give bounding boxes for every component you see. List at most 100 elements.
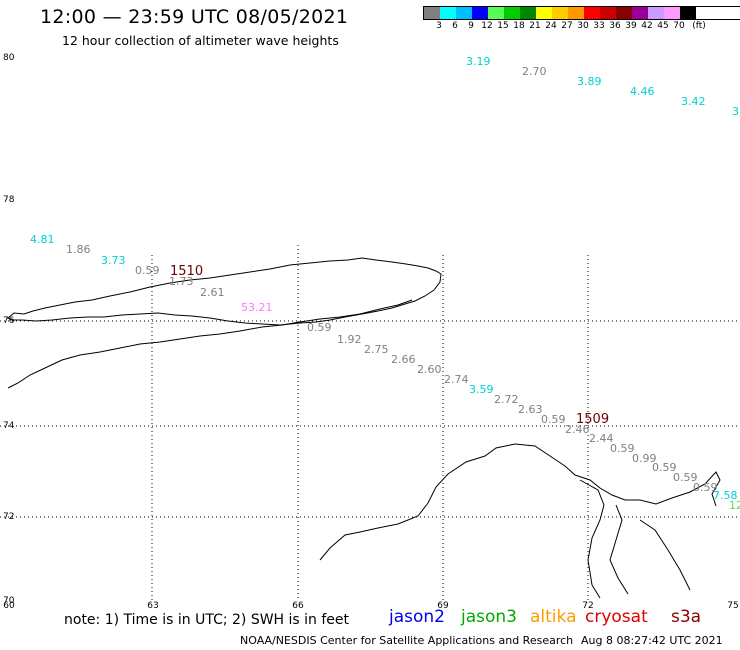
wave-height-value: 3.19 bbox=[466, 55, 491, 68]
wave-height-observations: 3.19 2.70 3.89 4.46 3.42 3 4.81 1.86 3.73 0.59 1.7… bbox=[30, 55, 740, 512]
legend-swatch bbox=[632, 7, 648, 19]
wave-height-value: 2.61 bbox=[200, 286, 225, 299]
wave-height-value: 0.59 bbox=[693, 481, 718, 494]
legend-swatches bbox=[423, 6, 740, 20]
satellite-altika: altika bbox=[530, 607, 577, 627]
wave-height-value: 2.66 bbox=[391, 353, 416, 366]
legend-label: 42 bbox=[641, 21, 653, 31]
latitude-label: 70 bbox=[3, 596, 15, 606]
wave-height-value: 0.59 bbox=[135, 264, 160, 277]
legend-swatch bbox=[440, 7, 456, 19]
wave-height-value: 2.72 bbox=[494, 393, 519, 406]
coastline-east-shore bbox=[609, 504, 629, 595]
legend-label: 6 bbox=[452, 21, 458, 31]
wave-height-value: 0.59 bbox=[307, 321, 332, 334]
coastline-peninsula bbox=[579, 479, 605, 599]
footer-timestamp: Aug 8 08:27:42 UTC 2021 bbox=[581, 634, 723, 647]
wave-height-value: 0.59 bbox=[673, 471, 698, 484]
legend-label: 24 bbox=[545, 21, 557, 31]
wave-height-value: 0.59 bbox=[610, 442, 635, 455]
legend-label: (ft) bbox=[692, 21, 706, 31]
wave-height-value: 2.63 bbox=[518, 403, 543, 416]
wave-height-value: 12 bbox=[729, 499, 740, 512]
legend-swatch bbox=[536, 7, 552, 19]
legend-swatch bbox=[424, 7, 440, 19]
map-subtitle: 12 hour collection of altimeter wave hei… bbox=[62, 33, 339, 48]
legend-swatch bbox=[616, 7, 632, 19]
legend-swatch bbox=[552, 7, 568, 19]
legend-label: 70 bbox=[673, 21, 685, 31]
legend-swatch bbox=[648, 7, 664, 19]
legend-swatch bbox=[504, 7, 520, 19]
legend-label: 9 bbox=[468, 21, 474, 31]
legend-label: 30 bbox=[577, 21, 589, 31]
latitude-labels: 80 78 76 74 72 70 bbox=[3, 53, 15, 606]
legend-label: 21 bbox=[529, 21, 541, 31]
coastline-mainland bbox=[319, 443, 721, 561]
pressure-labels: 1510 1509 bbox=[170, 264, 609, 427]
wave-height-value: 4.46 bbox=[630, 85, 655, 98]
latitude-label: 80 bbox=[3, 53, 15, 63]
legend-label: 3 bbox=[436, 21, 442, 31]
legend-swatch bbox=[488, 7, 504, 19]
legend-label: 15 bbox=[497, 21, 509, 31]
map-title: 12:00 — 23:59 UTC 08/05/2021 bbox=[40, 6, 349, 28]
wave-height-value: 3.42 bbox=[681, 95, 706, 108]
satellite-cryosat: cryosat bbox=[585, 607, 648, 627]
latitude-label: 72 bbox=[3, 512, 14, 522]
coastline-northern-island bbox=[7, 257, 442, 326]
legend-label: 12 bbox=[481, 21, 493, 31]
wave-height-value: 3 bbox=[732, 105, 739, 118]
legend-label: 39 bbox=[625, 21, 637, 31]
legend-label: 33 bbox=[593, 21, 605, 31]
wave-height-value: 0.99 bbox=[632, 452, 657, 465]
wave-height-value: 53.21 bbox=[241, 301, 273, 314]
legend-swatch bbox=[520, 7, 536, 19]
wave-height-value: 4.81 bbox=[30, 233, 55, 246]
pressure-label: 1509 bbox=[576, 412, 609, 427]
coastline-far-east bbox=[639, 519, 691, 591]
coastline-southern-island bbox=[7, 299, 413, 389]
satellite-s3a: s3a bbox=[671, 607, 702, 627]
longitude-label: 72 bbox=[582, 601, 593, 611]
wave-height-value: 1.92 bbox=[337, 333, 362, 346]
wave-height-value: 2.75 bbox=[364, 343, 389, 356]
pressure-label: 1510 bbox=[170, 264, 203, 279]
wave-height-value: 7.58 bbox=[713, 489, 738, 502]
coastline bbox=[7, 257, 721, 599]
longitude-label: 63 bbox=[147, 601, 158, 611]
wave-height-value: 0.59 bbox=[541, 413, 566, 426]
longitude-label: 66 bbox=[292, 601, 304, 611]
lat-lon-grid bbox=[0, 245, 740, 600]
wave-height-value: 1.86 bbox=[66, 243, 91, 256]
legend-swatch bbox=[680, 7, 696, 19]
color-legend: 3 6 9 12 15 18 21 24 27 30 33 36 39 42 45 70 (ft) bbox=[423, 6, 740, 32]
legend-label: 27 bbox=[561, 21, 573, 31]
footer-note: note: 1) Time is in UTC; 2) SWH is in fe… bbox=[64, 612, 350, 628]
legend-swatch bbox=[664, 7, 680, 19]
wave-height-value: 2.44 bbox=[589, 432, 614, 445]
wave-height-value: 1.73 bbox=[169, 275, 194, 288]
legend-label: 36 bbox=[609, 21, 621, 31]
wave-height-value: 2.70 bbox=[522, 65, 547, 78]
legend-label: 18 bbox=[513, 21, 525, 31]
legend-label: 45 bbox=[657, 21, 669, 31]
wave-height-value: 3.59 bbox=[469, 383, 494, 396]
longitude-label: 60 bbox=[3, 601, 15, 611]
wave-height-value: 2.46 bbox=[565, 423, 590, 436]
longitude-labels: 60 63 66 69 72 75 bbox=[3, 601, 738, 611]
wave-height-value: 2.74 bbox=[444, 373, 469, 386]
legend-swatch bbox=[456, 7, 472, 19]
latitude-label: 76 bbox=[3, 316, 15, 326]
longitude-label: 69 bbox=[437, 601, 449, 611]
wave-height-value: 2.60 bbox=[417, 363, 442, 376]
satellite-jason3: jason3 bbox=[461, 607, 517, 627]
satellite-jason2: jason2 bbox=[389, 607, 445, 627]
latitude-label: 74 bbox=[3, 421, 15, 431]
longitude-label: 75 bbox=[727, 601, 738, 611]
legend-swatch bbox=[600, 7, 616, 19]
legend-swatch bbox=[568, 7, 584, 19]
legend-swatch bbox=[472, 7, 488, 19]
wave-height-value: 3.73 bbox=[101, 254, 126, 267]
